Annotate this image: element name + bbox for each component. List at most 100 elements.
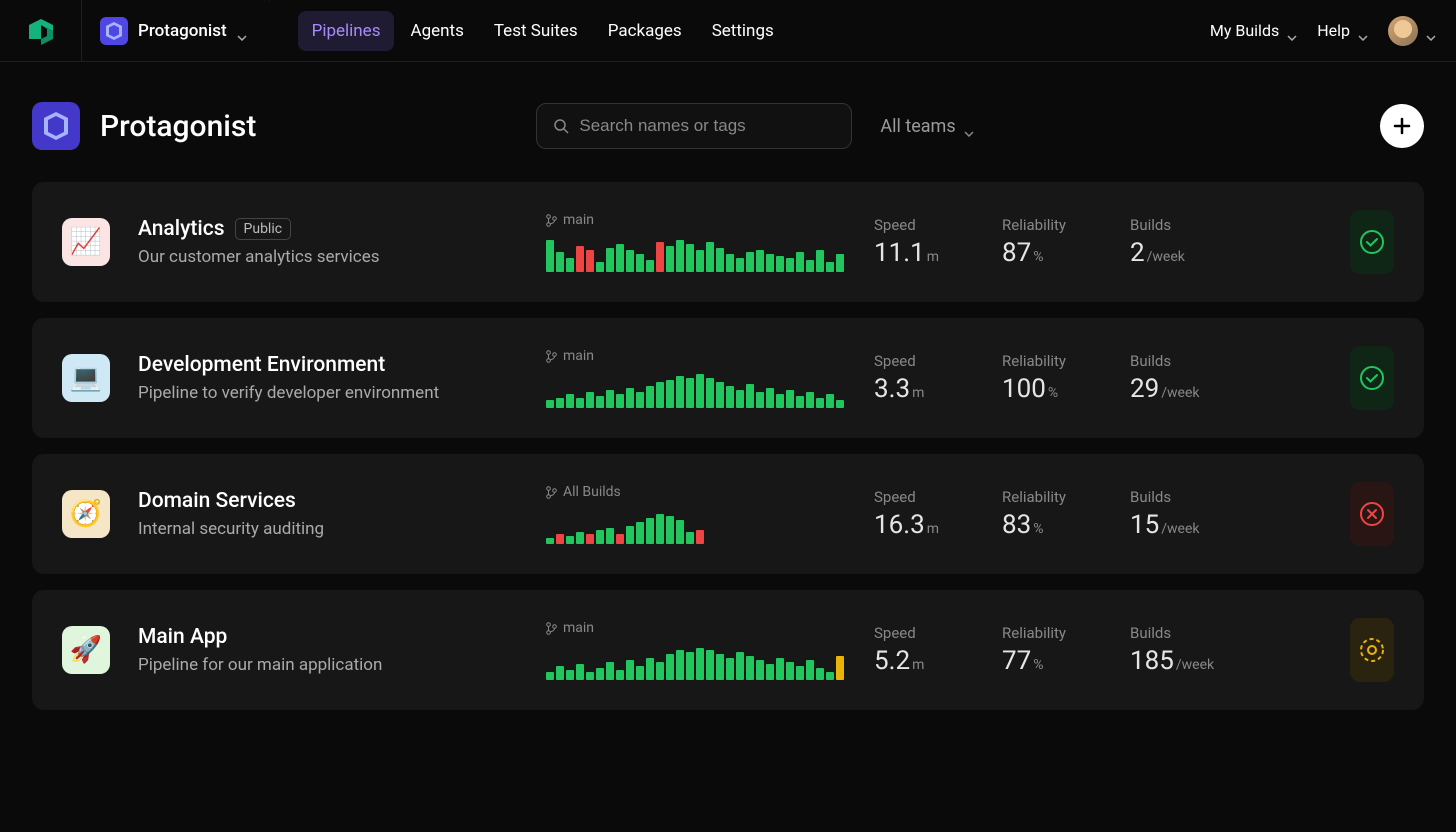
build-bar[interactable] (826, 394, 834, 408)
build-bar[interactable] (596, 262, 604, 272)
user-menu[interactable] (1388, 16, 1436, 46)
tab-agents[interactable]: Agents (396, 11, 477, 51)
build-bar[interactable] (686, 652, 694, 680)
build-bar[interactable] (676, 650, 684, 680)
build-bar[interactable] (706, 242, 714, 272)
build-bar[interactable] (606, 528, 614, 544)
build-bar[interactable] (596, 396, 604, 408)
build-bar[interactable] (566, 536, 574, 544)
build-bar[interactable] (616, 394, 624, 408)
pipeline-card[interactable]: 📈 Analytics Public Our customer analytic… (32, 182, 1424, 302)
build-bar[interactable] (816, 398, 824, 408)
build-bar[interactable] (566, 258, 574, 272)
build-bar[interactable] (646, 386, 654, 408)
build-bar[interactable] (776, 658, 784, 680)
org-selector[interactable]: Protagonist (82, 0, 270, 62)
build-bar[interactable] (626, 660, 634, 680)
build-bar[interactable] (696, 648, 704, 680)
branch-label[interactable]: main (546, 348, 846, 364)
build-bar[interactable] (616, 534, 624, 544)
build-bar[interactable] (586, 392, 594, 408)
brand-logo[interactable] (0, 0, 82, 62)
build-bar[interactable] (656, 242, 664, 272)
build-bar[interactable] (756, 250, 764, 272)
status-indicator[interactable] (1350, 346, 1394, 410)
build-bar[interactable] (666, 516, 674, 544)
build-bar[interactable] (656, 514, 664, 544)
build-bar[interactable] (656, 662, 664, 680)
build-bar[interactable] (716, 248, 724, 272)
build-bar[interactable] (576, 532, 584, 544)
build-bar[interactable] (666, 246, 674, 272)
pipeline-card[interactable]: 🧭 Domain Services Internal security audi… (32, 454, 1424, 574)
build-bar[interactable] (786, 662, 794, 680)
help-menu[interactable]: Help (1317, 21, 1368, 40)
build-bar[interactable] (636, 254, 644, 272)
build-bar[interactable] (646, 260, 654, 272)
build-bar[interactable] (566, 394, 574, 408)
status-indicator[interactable] (1350, 482, 1394, 546)
build-bar[interactable] (826, 672, 834, 680)
build-bar[interactable] (566, 670, 574, 680)
build-bar[interactable] (816, 250, 824, 272)
build-bar[interactable] (736, 652, 744, 680)
build-bar[interactable] (706, 650, 714, 680)
build-bar[interactable] (756, 660, 764, 680)
build-bar[interactable] (616, 244, 624, 272)
build-bar[interactable] (726, 386, 734, 408)
build-bar[interactable] (666, 380, 674, 408)
build-bar[interactable] (836, 400, 844, 408)
build-bar[interactable] (626, 250, 634, 272)
build-bar[interactable] (696, 374, 704, 408)
branch-label[interactable]: All Builds (546, 484, 846, 500)
build-bar[interactable] (556, 252, 564, 272)
build-bar[interactable] (806, 392, 814, 408)
build-bar[interactable] (686, 378, 694, 408)
build-bar[interactable] (636, 522, 644, 544)
build-bar[interactable] (626, 526, 634, 544)
build-bar[interactable] (596, 668, 604, 680)
build-bar[interactable] (726, 658, 734, 680)
build-bar[interactable] (606, 390, 614, 408)
build-bar[interactable] (766, 664, 774, 680)
build-bar[interactable] (786, 258, 794, 272)
build-bar[interactable] (676, 240, 684, 272)
tab-pipelines[interactable]: Pipelines (298, 11, 395, 51)
build-bar[interactable] (746, 252, 754, 272)
build-bar[interactable] (836, 656, 844, 680)
pipeline-card[interactable]: 🚀 Main App Pipeline for our main applica… (32, 590, 1424, 710)
build-bar[interactable] (806, 260, 814, 272)
build-bar[interactable] (556, 398, 564, 408)
tab-test-suites[interactable]: Test Suites (480, 11, 592, 51)
build-bar[interactable] (636, 392, 644, 408)
build-bar[interactable] (766, 388, 774, 408)
build-bar[interactable] (776, 256, 784, 272)
build-bar[interactable] (756, 392, 764, 408)
tab-settings[interactable]: Settings (698, 11, 788, 51)
build-bar[interactable] (666, 654, 674, 680)
build-bar[interactable] (836, 254, 844, 272)
build-bar[interactable] (796, 252, 804, 272)
build-bar[interactable] (716, 654, 724, 680)
build-bar[interactable] (746, 656, 754, 680)
build-bar[interactable] (796, 666, 804, 680)
pipeline-card[interactable]: 💻 Development Environment Pipeline to ve… (32, 318, 1424, 438)
build-bar[interactable] (796, 396, 804, 408)
build-bar[interactable] (606, 662, 614, 680)
build-bar[interactable] (596, 530, 604, 544)
tab-packages[interactable]: Packages (594, 11, 696, 51)
build-bar[interactable] (646, 518, 654, 544)
build-bar[interactable] (656, 382, 664, 408)
build-bar[interactable] (726, 254, 734, 272)
build-bar[interactable] (546, 240, 554, 272)
build-bar[interactable] (676, 376, 684, 408)
build-bar[interactable] (616, 670, 624, 680)
build-bar[interactable] (636, 666, 644, 680)
build-bar[interactable] (826, 262, 834, 272)
search-box[interactable] (536, 103, 852, 149)
build-bar[interactable] (686, 532, 694, 544)
status-indicator[interactable] (1350, 210, 1394, 274)
build-bar[interactable] (576, 664, 584, 680)
build-bar[interactable] (736, 390, 744, 408)
build-bar[interactable] (806, 660, 814, 680)
